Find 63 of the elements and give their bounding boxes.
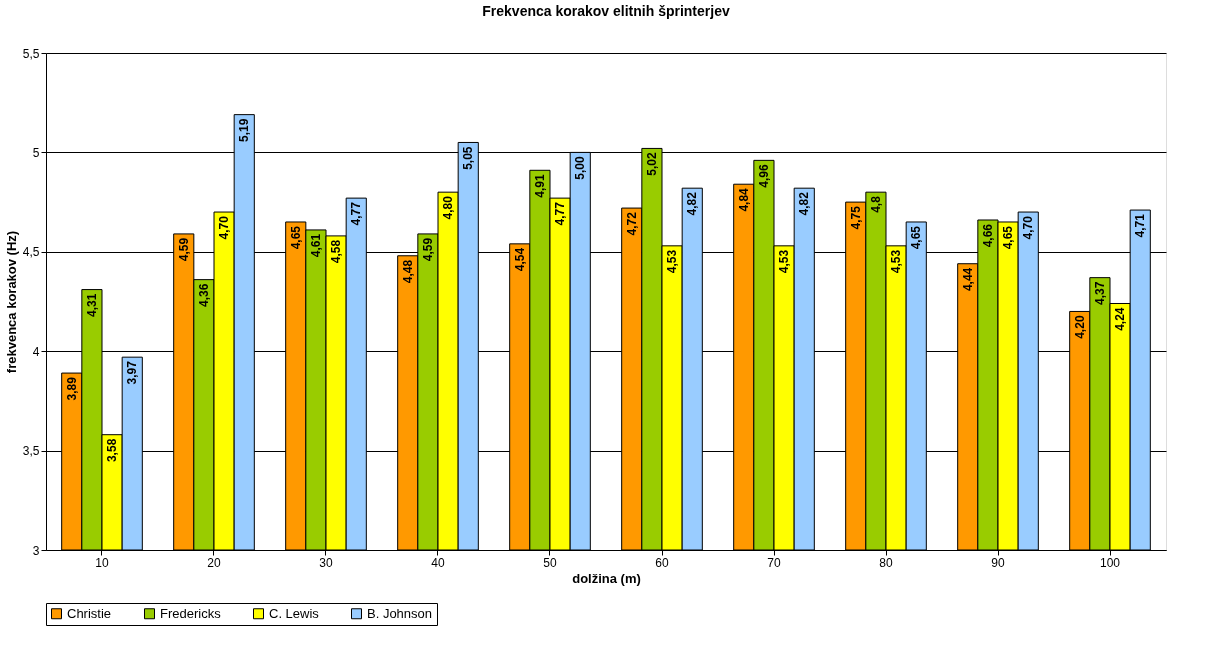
data-label: 4,53 [665, 249, 680, 274]
legend-label: Christie [67, 605, 112, 621]
data-label: 4,84 [736, 187, 751, 212]
data-label: 4,96 [756, 164, 771, 188]
data-label: 4,44 [960, 267, 975, 292]
data-label: 4,77 [349, 201, 364, 226]
y-tick-label: 3,5 [22, 444, 40, 459]
data-label: 4,36 [196, 283, 211, 307]
data-label: 4,82 [685, 191, 700, 216]
data-label: 4,75 [848, 205, 863, 230]
data-label: 4,37 [1092, 281, 1107, 305]
data-label: 4,77 [553, 201, 568, 226]
legend-label: C. Lewis [269, 605, 320, 621]
data-label: 4,70 [1021, 215, 1036, 240]
data-label: 4,54 [512, 247, 527, 272]
data-label: 4,24 [1113, 307, 1128, 331]
data-label: 3,58 [105, 438, 120, 463]
x-axis-title: dolžina (m) [572, 570, 641, 586]
chart-title: Frekvenca korakov elitnih šprinterjev [482, 3, 730, 19]
data-label: 4,61 [308, 233, 323, 258]
y-tick-label: 4 [32, 344, 40, 359]
y-tick-label: 4,5 [22, 245, 40, 260]
data-label: 4,65 [288, 225, 303, 250]
data-label: 4,82 [797, 191, 812, 216]
x-tick-label: 40 [431, 555, 445, 570]
x-tick-label: 60 [655, 555, 669, 570]
data-label: 5,00 [573, 156, 588, 180]
data-label: 3,89 [64, 376, 79, 401]
data-label: 4,8 [868, 195, 883, 213]
x-tick-label: 100 [1099, 555, 1121, 570]
data-label: 4,31 [84, 293, 99, 317]
data-label: 4,72 [624, 211, 639, 236]
data-label: 4,65 [909, 225, 924, 250]
y-tick-label: 3 [32, 543, 40, 558]
x-tick-label: 90 [991, 555, 1005, 570]
data-label: 5,19 [237, 118, 252, 142]
data-label: 4,71 [1133, 213, 1148, 238]
legend-label: B. Johnson [367, 605, 433, 621]
data-label: 4,58 [329, 239, 344, 264]
x-tick-label: 30 [319, 555, 333, 570]
data-label: 4,66 [980, 223, 995, 248]
y-axis-title: frekvenca korakov (Hz) [3, 230, 19, 374]
x-tick-label: 10 [95, 555, 109, 570]
data-label: 4,59 [176, 237, 191, 262]
x-tick-label: 70 [767, 555, 781, 570]
data-label: 4,91 [532, 173, 547, 198]
x-tick-label: 50 [543, 555, 557, 570]
data-label: 4,48 [400, 259, 415, 284]
data-label: 4,80 [441, 195, 456, 220]
data-label: 4,70 [217, 215, 232, 240]
data-label: 4,65 [1001, 225, 1016, 250]
y-tick-label: 5 [32, 145, 40, 160]
data-label: 4,20 [1072, 315, 1087, 339]
data-label: 5,02 [644, 152, 659, 176]
data-label: 4,59 [420, 237, 435, 262]
x-tick-label: 80 [879, 555, 893, 570]
legend-label: Fredericks [160, 605, 222, 621]
data-label: 4,53 [777, 249, 792, 274]
y-tick-label: 5,5 [22, 46, 40, 61]
data-label: 4,53 [889, 249, 904, 274]
x-tick-label: 20 [207, 555, 221, 570]
data-label: 5,05 [461, 146, 476, 170]
data-label: 3,97 [125, 360, 140, 385]
